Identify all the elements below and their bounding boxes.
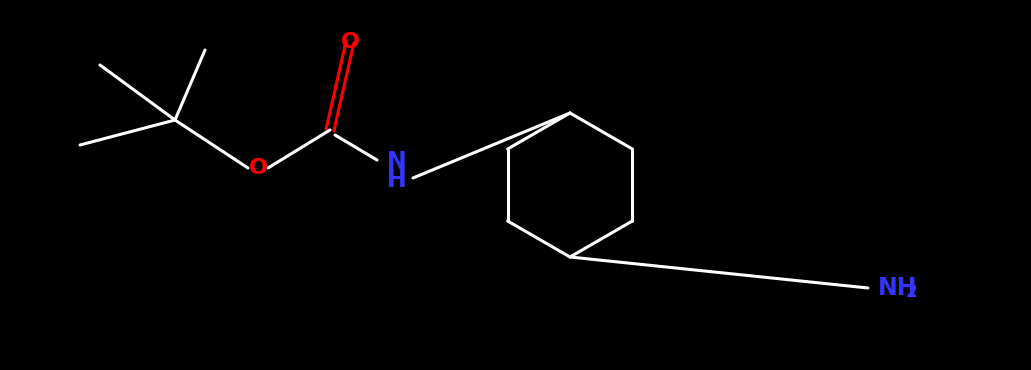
Text: H: H bbox=[387, 168, 407, 192]
Text: O: O bbox=[248, 158, 267, 178]
Text: 2: 2 bbox=[906, 283, 918, 301]
Text: N: N bbox=[387, 150, 407, 174]
Text: O: O bbox=[340, 32, 360, 52]
Text: NH: NH bbox=[878, 276, 918, 300]
